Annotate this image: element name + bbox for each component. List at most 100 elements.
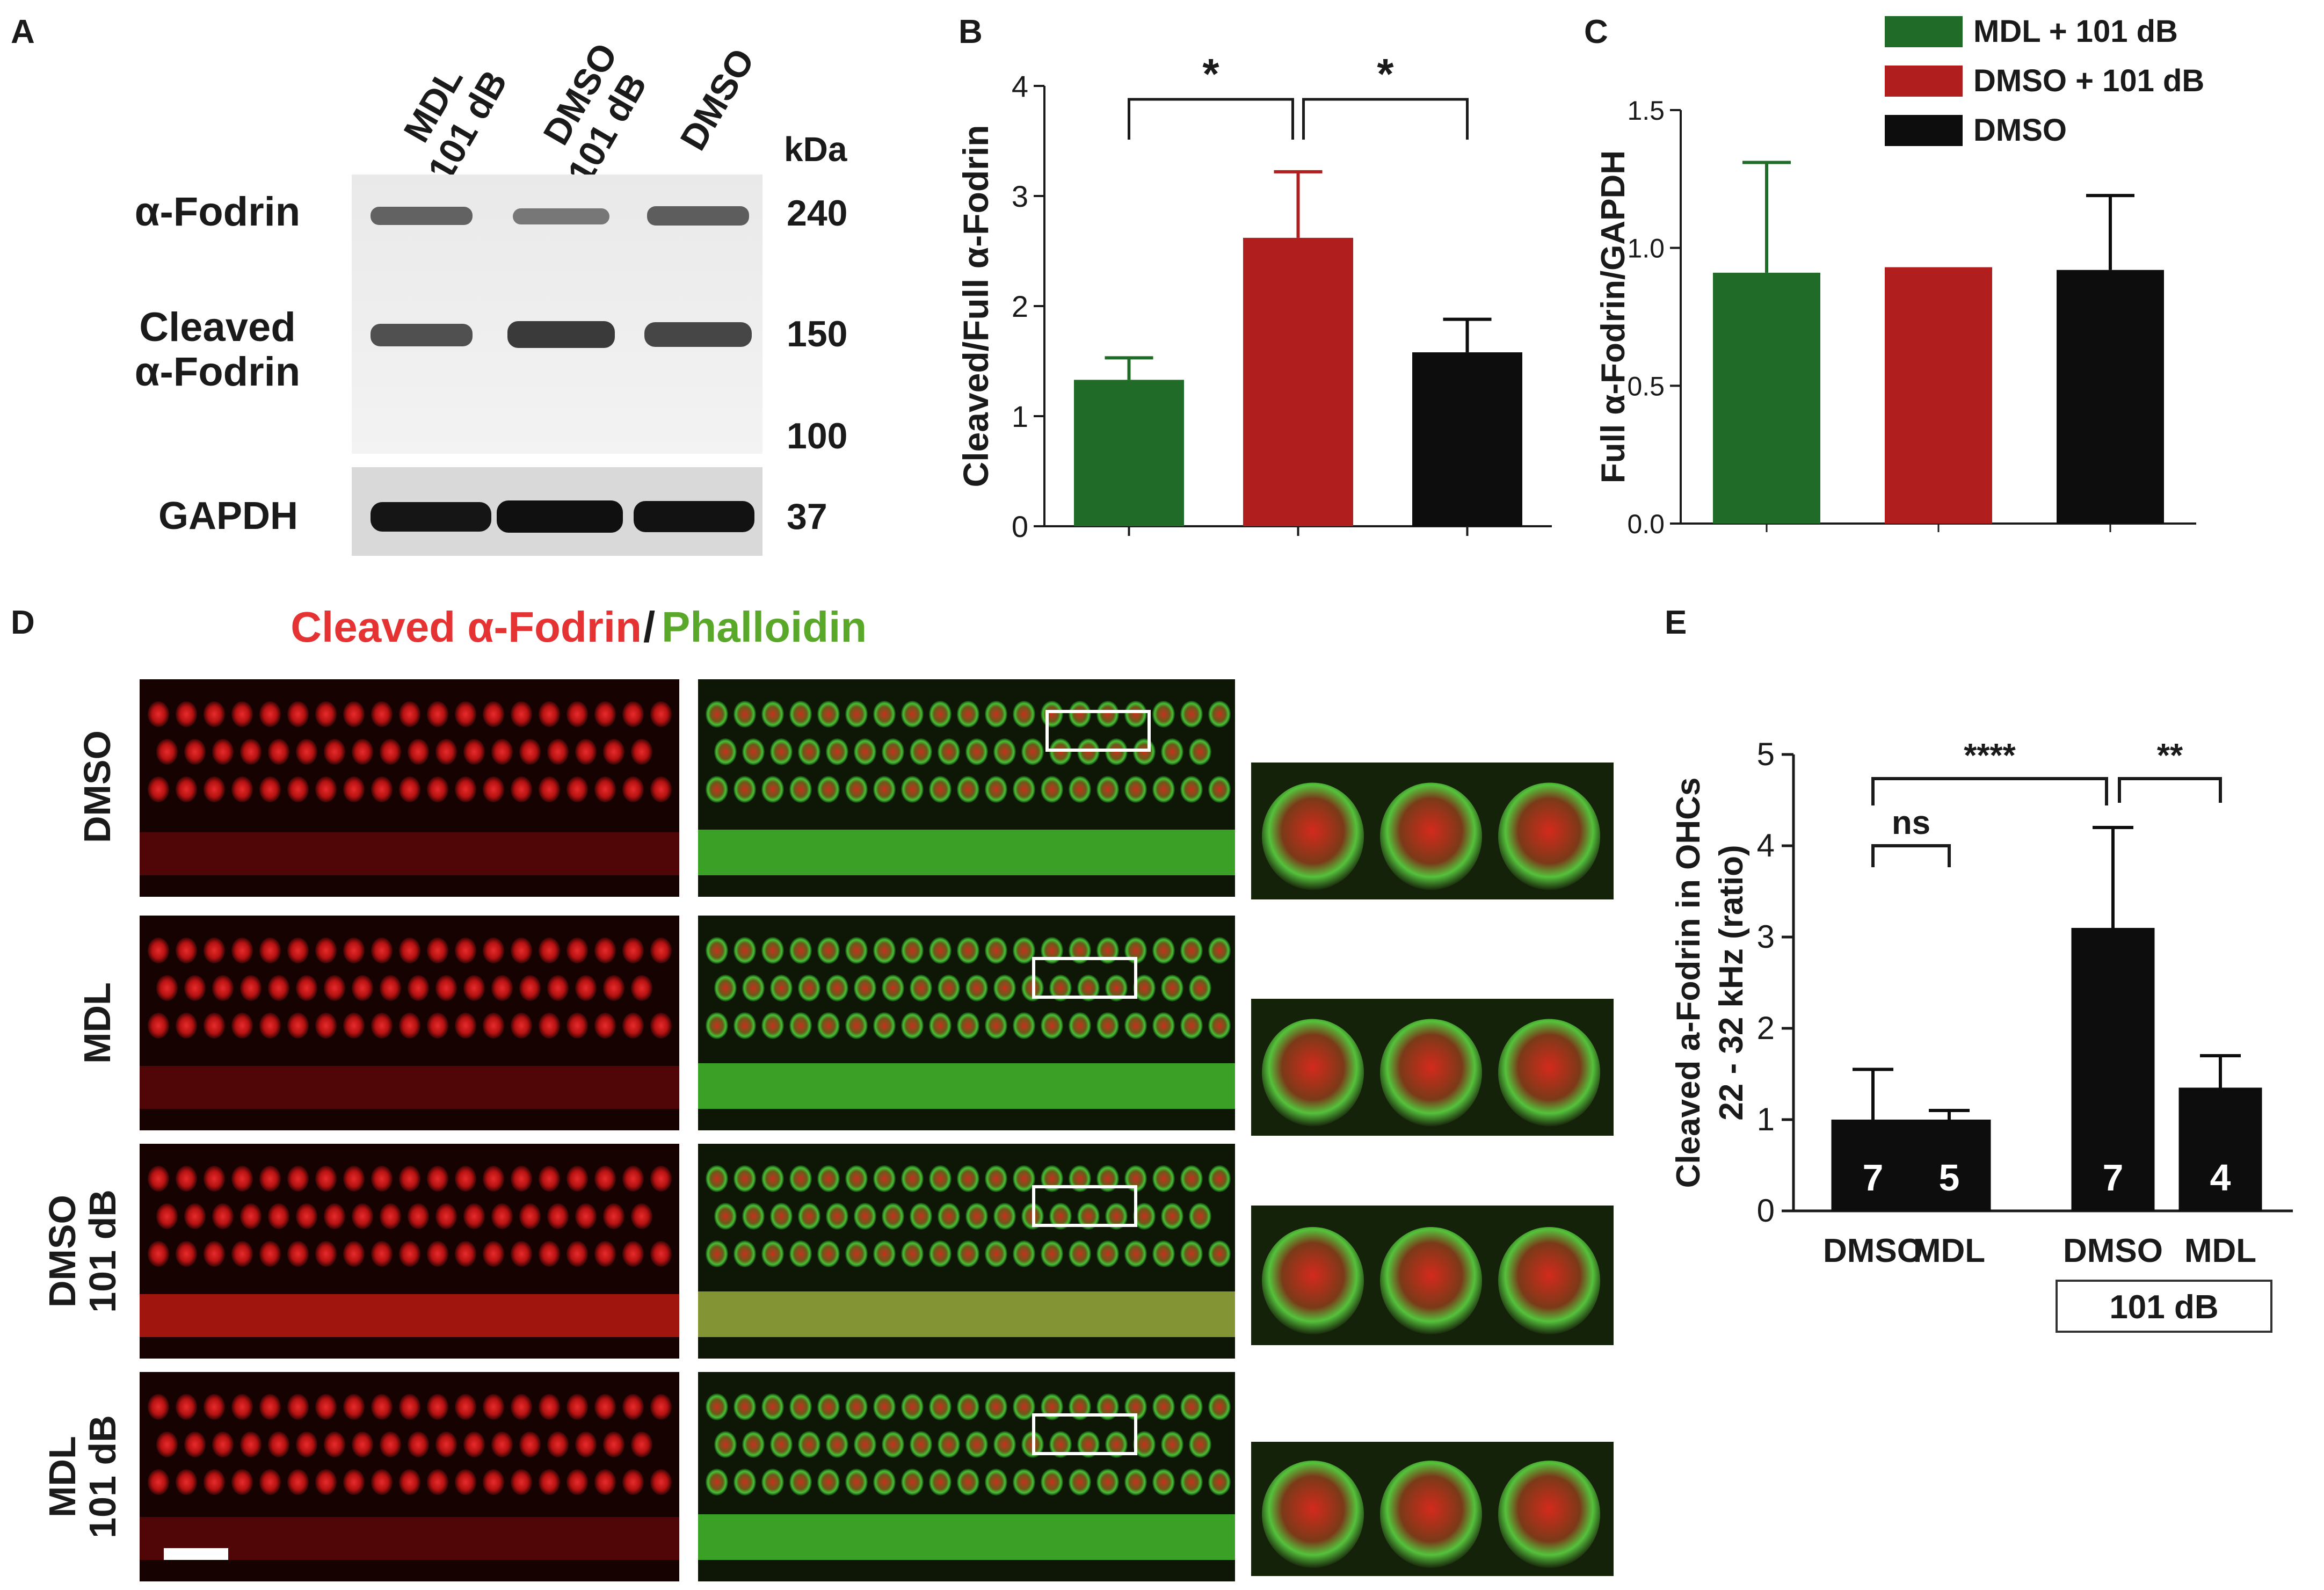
y-tick-label-c: 0.5 xyxy=(1627,371,1665,401)
microscopy-grid xyxy=(140,679,1614,1581)
bar-c-2 xyxy=(1885,267,1992,524)
hair-cell-merge xyxy=(1180,1240,1203,1267)
hair-cell-red xyxy=(204,1394,225,1420)
hair-cell-merge xyxy=(873,1393,896,1420)
hair-cell-merge xyxy=(873,1165,896,1192)
y-axis-title-e-line2: 22 - 32 kHz (ratio) xyxy=(1713,845,1750,1120)
hair-cell-merge xyxy=(873,937,896,964)
hair-cell-red xyxy=(156,1432,178,1457)
hair-cell-merge xyxy=(1096,701,1119,728)
hair-cell-red xyxy=(631,975,652,1001)
hair-cell-red xyxy=(427,938,448,963)
hair-cell-red xyxy=(567,1166,588,1192)
hair-cell-red xyxy=(650,776,672,802)
hair-cell-red xyxy=(371,701,393,727)
hair-cell-red xyxy=(399,776,420,802)
hair-cell-merge xyxy=(706,1240,728,1267)
hair-cell-merge xyxy=(733,1012,756,1039)
hair-cell-red xyxy=(287,1013,309,1039)
hair-cell-merge xyxy=(789,1012,812,1039)
y-tick-label-e: 1 xyxy=(1757,1101,1775,1137)
hair-cell-merge xyxy=(714,738,737,765)
hair-cell-merge xyxy=(1189,1203,1211,1230)
hair-cell-merge xyxy=(965,975,988,1001)
hair-cell-red xyxy=(148,1394,169,1420)
hair-cell-red xyxy=(650,701,672,727)
hair-cell-merge xyxy=(901,1012,924,1039)
hair-cell-merge xyxy=(985,701,1007,728)
hair-cell-merge xyxy=(929,937,952,964)
y-tick-label-b: 1 xyxy=(1012,400,1028,433)
hair-cell-red xyxy=(287,701,309,727)
legend-label-3: DMSO xyxy=(1973,113,2067,148)
panel-label-a: A xyxy=(11,13,35,50)
hair-cell-merge xyxy=(1013,937,1035,964)
hair-cell-merge xyxy=(957,1012,979,1039)
hair-cell-red xyxy=(567,701,588,727)
inset-hair-cell xyxy=(1498,1461,1600,1568)
hair-cell-red xyxy=(622,938,644,963)
hair-cell-red xyxy=(408,975,429,1001)
hair-cell-red xyxy=(511,1394,532,1420)
hair-cell-red xyxy=(455,1394,476,1420)
blot-band-fodrin-1 xyxy=(371,207,473,225)
hair-cell-red xyxy=(324,739,345,765)
inset-hair-cell xyxy=(1380,782,1482,890)
hair-cell-merge xyxy=(789,1240,812,1267)
hair-cell-merge xyxy=(993,975,1016,1001)
y-tick-label-b: 4 xyxy=(1012,69,1028,103)
bar-b-1 xyxy=(1074,380,1184,526)
hair-cell-merge xyxy=(817,1240,840,1267)
y-tick-label-e: 0 xyxy=(1757,1193,1775,1229)
chart-e: 0 1 2 3 4 5 7 DMSO 5 MDL 7 DMSO 4 MDL **** ns ** 101 dB Cl… xyxy=(1670,736,2293,1333)
hair-cell-red xyxy=(631,1203,652,1229)
hair-cell-red xyxy=(491,1432,513,1457)
hair-cell-merge xyxy=(1180,937,1203,964)
hair-cell-red xyxy=(259,1469,281,1495)
hair-cell-merge xyxy=(910,738,932,765)
title-separator: / xyxy=(643,603,655,651)
hair-cell-merge xyxy=(798,975,820,1001)
hair-cell-red xyxy=(231,776,253,802)
hair-cell-merge xyxy=(901,701,924,728)
hair-cell-merge xyxy=(1077,1203,1100,1230)
hair-cell-red xyxy=(184,739,206,765)
hair-cell-merge xyxy=(1013,701,1035,728)
hair-cell-merge xyxy=(929,776,952,803)
hair-cell-red xyxy=(176,1394,197,1420)
hair-cell-merge xyxy=(1124,1469,1147,1495)
hair-cell-red xyxy=(622,701,644,727)
hair-cell-merge xyxy=(901,937,924,964)
hair-cell-red xyxy=(622,1241,644,1267)
kda-label: kDa xyxy=(784,130,847,169)
hair-cell-red xyxy=(622,1013,644,1039)
hair-cell-red xyxy=(463,975,485,1001)
inset-hair-cell xyxy=(1262,1227,1364,1334)
hair-cell-merge xyxy=(1180,1469,1203,1495)
hair-cell-merge xyxy=(1049,1203,1072,1230)
hair-cell-merge xyxy=(789,1393,812,1420)
hair-cell-red xyxy=(575,1203,597,1229)
hair-cell-merge xyxy=(854,975,876,1001)
hair-cell-red xyxy=(156,1203,178,1229)
hair-cell-red xyxy=(268,739,289,765)
hair-cell-merge xyxy=(1013,1469,1035,1495)
hair-cell-red xyxy=(259,1013,281,1039)
hair-cell-merge xyxy=(929,1240,952,1267)
hair-cell-merge xyxy=(770,1431,793,1458)
inset-hair-cell xyxy=(1380,1461,1482,1568)
hair-cell-merge xyxy=(770,1203,793,1230)
inset-hair-cell xyxy=(1262,782,1364,890)
hair-cell-merge xyxy=(1208,1012,1231,1039)
hair-cell-merge xyxy=(789,776,812,803)
hair-cell-merge xyxy=(957,776,979,803)
scale-bar xyxy=(164,1548,228,1560)
band-label-gapdh: GAPDH xyxy=(158,495,298,538)
hair-cell-merge xyxy=(742,738,765,765)
hair-cell-merge xyxy=(1021,738,1044,765)
hair-cell-merge xyxy=(742,1431,765,1458)
hair-cell-merge xyxy=(1152,1469,1175,1495)
hair-cell-merge xyxy=(1041,1469,1063,1495)
hair-cell-red xyxy=(435,975,457,1001)
